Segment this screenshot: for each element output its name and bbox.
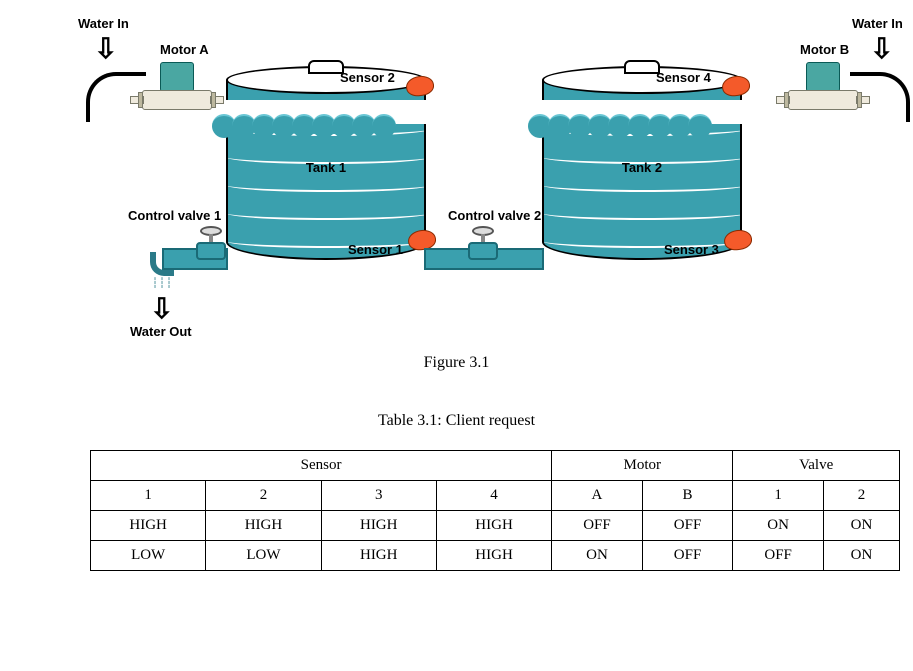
label-water-in-left: Water In <box>78 16 129 31</box>
table-header-group: Sensor <box>91 451 552 481</box>
label-motor-b: Motor B <box>800 42 849 57</box>
motor-a-icon <box>142 62 212 122</box>
label-control-valve-1: Control valve 1 <box>128 208 221 223</box>
table-cell: OFF <box>733 541 824 571</box>
motor-b-icon <box>788 62 858 122</box>
client-request-table: SensorMotorValve 1234AB12 HIGHHIGHHIGHHI… <box>90 450 900 571</box>
table-cell: ON <box>823 541 899 571</box>
table-subheader: 4 <box>436 481 551 511</box>
label-sensor-4: Sensor 4 <box>656 70 711 85</box>
tank-1: Tank 1 <box>226 60 426 260</box>
table-caption: Table 3.1: Client request <box>0 412 913 430</box>
arrow-water-in-right-icon: ⇩ <box>870 32 893 65</box>
table-subheader: 1 <box>733 481 824 511</box>
tank-2: Tank 2 <box>542 60 742 260</box>
table-subheader-row: 1234AB12 <box>91 481 900 511</box>
control-valve-1-icon <box>196 226 226 260</box>
table-row: HIGHHIGHHIGHHIGHOFFOFFONON <box>91 511 900 541</box>
label-sensor-1: Sensor 1 <box>348 242 403 257</box>
table-header-group-row: SensorMotorValve <box>91 451 900 481</box>
page-canvas: Water In ⇩ Motor A Tank 1 <box>0 0 913 671</box>
outlet-elbow-icon <box>150 252 174 276</box>
table-subheader: 1 <box>91 481 206 511</box>
label-sensor-3: Sensor 3 <box>664 242 719 257</box>
table-subheader: 3 <box>321 481 436 511</box>
label-control-valve-2: Control valve 2 <box>448 208 541 223</box>
label-tank-1: Tank 1 <box>226 160 426 175</box>
table-row: LOWLOWHIGHHIGHONOFFOFFON <box>91 541 900 571</box>
table-header-group: Valve <box>733 451 900 481</box>
table: SensorMotorValve 1234AB12 HIGHHIGHHIGHHI… <box>90 450 900 571</box>
table-header-group: Motor <box>552 451 733 481</box>
arrow-water-out-icon: ⇩ <box>150 292 173 325</box>
water-tank-diagram: Water In ⇩ Motor A Tank 1 <box>0 0 913 360</box>
control-valve-2-icon <box>468 226 498 260</box>
table-cell: HIGH <box>206 511 321 541</box>
label-water-out: Water Out <box>130 324 192 339</box>
table-cell: ON <box>733 511 824 541</box>
table-cell: LOW <box>206 541 321 571</box>
table-cell: LOW <box>91 541 206 571</box>
water-drops-icon: ┆┆┆ <box>152 278 173 289</box>
label-tank-2: Tank 2 <box>542 160 742 175</box>
table-cell: HIGH <box>321 541 436 571</box>
table-subheader: 2 <box>823 481 899 511</box>
table-cell: OFF <box>642 511 733 541</box>
inlet-pipe-right-icon <box>850 72 910 122</box>
table-subheader: A <box>552 481 643 511</box>
table-cell: HIGH <box>436 541 551 571</box>
label-motor-a: Motor A <box>160 42 209 57</box>
table-subheader: 2 <box>206 481 321 511</box>
table-cell: OFF <box>642 541 733 571</box>
arrow-water-in-left-icon: ⇩ <box>94 32 117 65</box>
label-sensor-2: Sensor 2 <box>340 70 395 85</box>
table-subheader: B <box>642 481 733 511</box>
table-cell: ON <box>823 511 899 541</box>
table-cell: HIGH <box>91 511 206 541</box>
label-water-in-right: Water In <box>852 16 903 31</box>
table-cell: HIGH <box>436 511 551 541</box>
table-cell: HIGH <box>321 511 436 541</box>
table-cell: ON <box>552 541 643 571</box>
figure-caption: Figure 3.1 <box>0 354 913 372</box>
table-cell: OFF <box>552 511 643 541</box>
